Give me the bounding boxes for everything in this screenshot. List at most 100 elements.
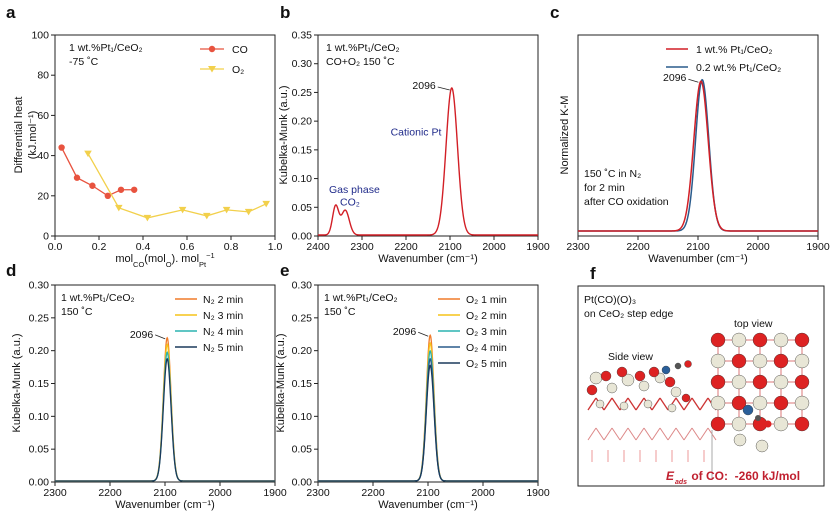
peak-label: 2096 <box>130 329 154 341</box>
bond <box>635 397 645 411</box>
d-annotation-line: 1 wt.%Pt₁/CeO₂ <box>61 292 135 304</box>
bond <box>603 427 613 441</box>
legend-label: N₂ 5 min <box>203 342 243 354</box>
legend-label: O₂ 2 min <box>466 310 507 322</box>
x-tick-label: 2100 <box>416 487 440 499</box>
bond <box>699 427 709 441</box>
y-tick-label: 100 <box>31 30 49 42</box>
y-tick-label: 0.00 <box>29 477 50 489</box>
y-tick-label: 0.30 <box>292 280 313 292</box>
y-tick-label: 0.30 <box>29 280 50 292</box>
bond <box>651 427 661 441</box>
atom <box>752 395 768 411</box>
x-tick-label: 2300 <box>566 241 590 253</box>
panel-label-f: f <box>590 264 596 283</box>
spectrum-line-1 <box>578 78 818 232</box>
data-point-o2 <box>244 208 253 216</box>
x-axis-label: Wavenumber (cm⁻¹) <box>378 253 478 265</box>
spectrum-line-3 <box>55 357 275 482</box>
atom-c <box>755 415 761 421</box>
spectrum-line-0 <box>578 80 818 232</box>
atom <box>681 393 691 403</box>
panel-label-d: d <box>6 261 16 280</box>
data-point-o2 <box>115 204 123 212</box>
atom <box>684 360 692 368</box>
c-annotation-line: 150 ˚C in N₂ <box>584 168 641 180</box>
atom <box>773 353 789 369</box>
x-tick-label: 0.6 <box>180 241 195 253</box>
bond <box>587 427 597 441</box>
peak-label: 2096 <box>663 72 687 84</box>
x-tick-label: 0.8 <box>224 241 239 253</box>
e-annotation-line: 150 ˚C <box>324 306 356 318</box>
atom <box>752 353 768 369</box>
peak-leader-line <box>437 86 450 91</box>
atom <box>794 416 810 432</box>
spectrum-line <box>318 87 538 236</box>
y-tick-label: 0 <box>43 231 49 243</box>
a-annotation-line: 1 wt.%Pt₁/CeO₂ <box>69 42 143 54</box>
x-tick-label: 0.4 <box>136 241 151 253</box>
atom-o <box>764 420 772 428</box>
atom <box>773 374 789 390</box>
data-point-co <box>104 192 112 199</box>
panel-label-b: b <box>280 3 290 22</box>
atom <box>664 376 676 388</box>
atom <box>674 362 682 370</box>
eads-subscript: ads <box>675 479 687 486</box>
bond <box>659 397 669 411</box>
y-tick-label: 0.25 <box>29 312 50 324</box>
side-view-molecule <box>586 360 717 462</box>
peak-label: 2096 <box>393 326 417 338</box>
atom <box>710 395 726 411</box>
y-tick-label: 40 <box>37 150 49 162</box>
atom <box>731 416 747 432</box>
panel-a: a 0.0 0.2 0.4 0.6 0.8 1.0 0 20 40 60 80 100 Different… <box>6 3 282 269</box>
bond <box>659 427 669 441</box>
y-axis-label: Kubelka-Munk (a.u.) <box>278 85 290 184</box>
x-tick-label: 2200 <box>394 241 418 253</box>
bond <box>699 397 709 411</box>
side-view-label: Side view <box>608 351 653 363</box>
bond <box>651 397 661 411</box>
x-tick-label: 2100 <box>438 241 462 253</box>
d-annotation-line: 150 ˚C <box>61 306 93 318</box>
x-axis-label: Wavenumber (cm⁻¹) <box>378 499 478 511</box>
bond <box>619 427 629 441</box>
c-annotation-line: after CO oxidation <box>584 196 669 208</box>
x-axis-label: molCO(molO). molPt−1 <box>115 251 214 269</box>
atom <box>586 384 598 396</box>
bond <box>691 427 701 441</box>
legend-label: O₂ 4 min <box>466 342 507 354</box>
x-tick-label: 2000 <box>208 487 232 499</box>
atom <box>621 373 635 387</box>
atom <box>600 370 612 382</box>
legend-label: N₂ 4 min <box>203 326 243 338</box>
bond <box>691 397 701 411</box>
y-tick-label: 0.10 <box>29 411 50 423</box>
bond <box>635 427 645 441</box>
f-title-line2: on CeO₂ step edge <box>584 308 673 320</box>
c-annotation-line: for 2 min <box>584 182 625 194</box>
bond <box>627 427 637 441</box>
spectrum-line-4 <box>318 364 538 482</box>
series-line-o2 <box>87 153 267 219</box>
data-point-co <box>73 174 81 181</box>
legend-label: 0.2 wt.% Pt₁/CeO₂ <box>696 62 781 74</box>
b-annotation-line: 1 wt.%Pt₁/CeO₂ <box>326 42 400 54</box>
y-tick-label: 0.05 <box>29 444 50 456</box>
data-point-co <box>89 182 96 189</box>
y-tick-label: 0.15 <box>292 144 313 156</box>
y-tick-label: 80 <box>37 70 49 82</box>
top-view-label: top view <box>734 318 773 330</box>
atom <box>731 374 747 390</box>
y-tick-label: 0.25 <box>292 87 313 99</box>
x-tick-label: 2200 <box>626 241 650 253</box>
x-tick-label: 0.2 <box>92 241 107 253</box>
y-tick-label: 0.00 <box>292 477 313 489</box>
atom <box>773 395 789 411</box>
atom <box>710 353 726 369</box>
legend-label: N₂ 2 min <box>203 294 243 306</box>
y-axis-label: Kubelka-Munk (a.u.) <box>11 333 23 432</box>
a-annotation-line: -75 ˚C <box>69 56 99 68</box>
